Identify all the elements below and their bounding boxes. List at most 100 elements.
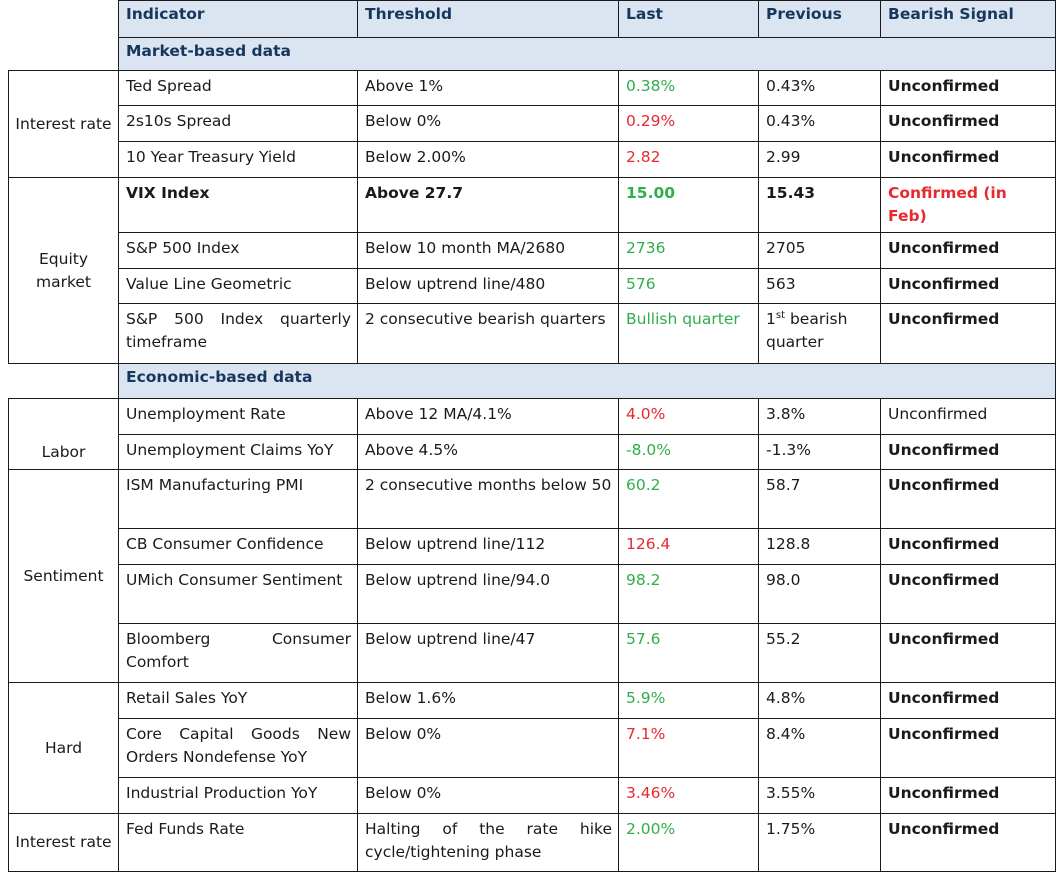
- indicator-cell: 2s10s Spread: [118, 105, 358, 142]
- header-last: Last: [618, 0, 759, 38]
- header-threshold: Threshold: [357, 0, 619, 38]
- last-cell: 4.0%: [618, 398, 759, 435]
- signal-cell: Unconfirmed: [880, 70, 1056, 106]
- indicator-cell: Fed Funds Rate: [118, 813, 358, 872]
- indicator-cell: Ted Spread: [118, 70, 358, 106]
- last-cell: 2.00%: [618, 813, 759, 872]
- threshold-cell: Below 0%: [357, 777, 619, 814]
- last-cell: 57.6: [618, 623, 759, 683]
- last-cell: 0.29%: [618, 105, 759, 142]
- table-row: S&P 500 Index Below 10 month MA/2680 273…: [9, 232, 1056, 269]
- header-previous: Previous: [758, 0, 881, 38]
- category-interest-rate: Interest rate: [8, 70, 119, 178]
- table-row: S&P 500 Index quarterly timeframe 2 cons…: [9, 303, 1056, 364]
- signal-cell: Unconfirmed: [880, 718, 1056, 778]
- signal-cell: Unconfirmed: [880, 469, 1056, 529]
- table-row: Unemployment Claims YoY Above 4.5% -8.0%…: [9, 434, 1056, 470]
- indicator-cell: UMich Consumer Sentiment: [118, 564, 358, 624]
- last-cell: 2.82: [618, 141, 759, 178]
- table-row: Labor Unemployment Rate Above 12 MA/4.1%…: [8, 398, 1056, 470]
- threshold-cell: Above 27.7: [357, 177, 619, 233]
- last-cell: 15.00: [618, 177, 759, 233]
- previous-cell: 2.99: [758, 141, 881, 178]
- indicator-cell: VIX Index: [118, 177, 358, 233]
- last-cell: Bullish quarter: [618, 303, 759, 364]
- signal-cell: Unconfirmed: [880, 105, 1056, 142]
- signal-cell: Unconfirmed: [880, 777, 1056, 814]
- previous-cell: 15.43: [758, 177, 881, 233]
- indicator-cell: S&P 500 Index: [118, 232, 358, 269]
- previous-cell: 3.8%: [758, 398, 881, 435]
- threshold-cell: Below uptrend line/94.0: [357, 564, 619, 624]
- signal-cell: Unconfirmed: [880, 528, 1056, 565]
- threshold-cell: Below uptrend line/480: [357, 268, 619, 304]
- indicator-cell: S&P 500 Index quarterly timeframe: [118, 303, 358, 364]
- section-title-economic: Economic-based data: [118, 363, 1056, 399]
- indicator-cell: Retail Sales YoY: [118, 682, 358, 719]
- table-row: Interest rate Fed Funds Rate Halting of …: [8, 813, 1056, 872]
- signal-cell: Unconfirmed: [880, 564, 1056, 624]
- previous-cell: 1st bearish quarter: [758, 303, 881, 364]
- signal-cell: Unconfirmed: [880, 232, 1056, 269]
- threshold-cell: Above 1%: [357, 70, 619, 106]
- previous-cell: -1.3%: [758, 434, 881, 470]
- table-row: Core Capital Goods New Orders Nondefense…: [9, 718, 1056, 778]
- indicator-cell: Bloomberg Consumer Comfort: [118, 623, 358, 683]
- category-hard: Hard: [8, 682, 119, 814]
- signal-cell: Unconfirmed: [880, 623, 1056, 683]
- previous-cell: 4.8%: [758, 682, 881, 719]
- previous-cell: 8.4%: [758, 718, 881, 778]
- indicator-cell: CB Consumer Confidence: [118, 528, 358, 565]
- indicator-cell: Unemployment Claims YoY: [118, 434, 358, 470]
- indicator-cell: Industrial Production YoY: [118, 777, 358, 814]
- indicator-cell: Unemployment Rate: [118, 398, 358, 435]
- previous-number: 1: [766, 310, 776, 328]
- threshold-cell: Below 2.00%: [357, 141, 619, 178]
- signal-cell: Unconfirmed: [880, 434, 1056, 470]
- previous-cell: 2705: [758, 232, 881, 269]
- last-cell: 7.1%: [618, 718, 759, 778]
- last-cell: 126.4: [618, 528, 759, 565]
- last-cell: -8.0%: [618, 434, 759, 470]
- previous-cell: 98.0: [758, 564, 881, 624]
- threshold-cell: Below 0%: [357, 105, 619, 142]
- previous-cell: 128.8: [758, 528, 881, 565]
- previous-cell: 0.43%: [758, 105, 881, 142]
- header-row: Indicator Threshold Last Previous Bearis…: [8, 0, 1056, 38]
- signal-cell: Confirmed (in Feb): [880, 177, 1056, 233]
- previous-cell: 55.2: [758, 623, 881, 683]
- last-cell: 3.46%: [618, 777, 759, 814]
- table-row: Bloomberg Consumer Comfort Below uptrend…: [9, 623, 1056, 683]
- threshold-cell: Below uptrend line/47: [357, 623, 619, 683]
- threshold-cell: 2 consecutive bearish quarters: [357, 303, 619, 364]
- table-row: Equity market VIX Index Above 27.7 15.00…: [8, 177, 1056, 364]
- category-interest-rate-fed: Interest rate: [8, 813, 119, 872]
- previous-cell: 563: [758, 268, 881, 304]
- threshold-cell: Halting of the rate hike cycle/tightenin…: [357, 813, 619, 872]
- signal-cell: Unconfirmed: [880, 398, 1056, 435]
- signal-cell: Unconfirmed: [880, 268, 1056, 304]
- previous-text: bearish quarter: [766, 310, 848, 351]
- table-row: 2s10s Spread Below 0% 0.29% 0.43% Unconf…: [9, 105, 1056, 142]
- indicator-cell: Value Line Geometric: [118, 268, 358, 304]
- indicator-cell: 10 Year Treasury Yield: [118, 141, 358, 178]
- section-title-market: Market-based data: [118, 37, 1056, 71]
- table-row: Interest rate Ted Spread Above 1% 0.38% …: [8, 70, 1056, 178]
- category-sentiment: Sentiment: [8, 469, 119, 683]
- threshold-cell: Below 1.6%: [357, 682, 619, 719]
- indicator-cell: ISM Manufacturing PMI: [118, 469, 358, 529]
- last-cell: 0.38%: [618, 70, 759, 106]
- previous-ordinal-suffix: st: [775, 309, 786, 321]
- bear-market-indicators-table: Indicator Threshold Last Previous Bearis…: [8, 0, 1056, 872]
- threshold-cell: Below 0%: [357, 718, 619, 778]
- previous-cell: 3.55%: [758, 777, 881, 814]
- table-row: 10 Year Treasury Yield Below 2.00% 2.82 …: [9, 141, 1056, 178]
- table-row: Sentiment ISM Manufacturing PMI 2 consec…: [8, 469, 1056, 683]
- table-row: Hard Retail Sales YoY Below 1.6% 5.9% 4.…: [8, 682, 1056, 814]
- indicator-cell: Core Capital Goods New Orders Nondefense…: [118, 718, 358, 778]
- previous-cell: 0.43%: [758, 70, 881, 106]
- signal-cell: Unconfirmed: [880, 303, 1056, 364]
- threshold-cell: Below uptrend line/112: [357, 528, 619, 565]
- previous-cell: 58.7: [758, 469, 881, 529]
- header-bearish-signal: Bearish Signal: [880, 0, 1056, 38]
